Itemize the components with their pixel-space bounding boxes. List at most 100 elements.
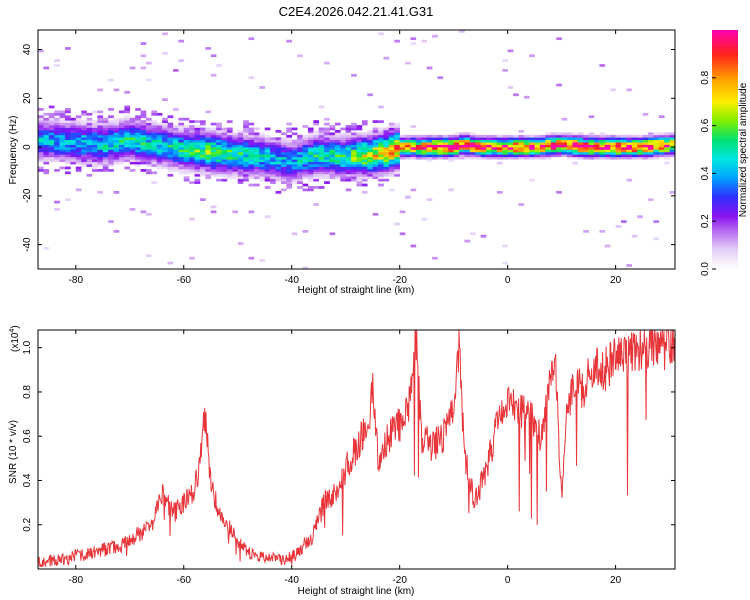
spectrogram-cell [70, 147, 77, 150]
spectrogram-cell [496, 151, 503, 155]
spectrogram-cell [426, 137, 433, 141]
spectrogram-cell [345, 151, 352, 155]
spectrogram-cell [329, 161, 336, 165]
spectrogram-cell [577, 156, 584, 160]
colorbar-gradient [712, 30, 738, 269]
spectrogram-cell [253, 161, 260, 165]
spectrogram-cell [167, 173, 174, 177]
spectrogram-cell [270, 154, 276, 158]
spectrogram-cell [405, 156, 411, 160]
spectrogram-cell [280, 132, 287, 136]
spectrogram-cell [388, 188, 395, 192]
spectrogram-cell [264, 156, 271, 160]
spectrogram-cell [648, 139, 654, 143]
spectrogram-cell [340, 164, 347, 167]
spectrogram-cell [162, 149, 168, 153]
spectrogram-cell [183, 147, 190, 150]
snr-frame [37, 329, 676, 570]
spectrogram-cell [410, 134, 417, 138]
spectrogram-cell [637, 151, 643, 155]
spectrogram-cell [313, 178, 320, 182]
spectrogram-cell [237, 132, 244, 136]
spectrogram-cell [307, 173, 314, 177]
spectrogram-cell [372, 127, 379, 131]
spectrogram-cell [97, 120, 104, 123]
spectrogram-cell [507, 134, 514, 138]
spectrogram-cell [70, 154, 77, 158]
spectrogram-cell [118, 129, 125, 133]
spectrogram-cell [38, 129, 44, 133]
spectrogram-cell [194, 161, 201, 165]
spectrogram-cell [43, 169, 50, 172]
spectrogram-cell [291, 154, 298, 158]
spectrogram-cell [297, 151, 303, 155]
snr-panel: -80 -60 -40 -20 0 20 0.20.40.60.81.0 Height o… [8, 325, 676, 597]
spectrogram-cell [232, 142, 239, 145]
spectrogram-cell [270, 139, 276, 143]
spectrogram-cell [113, 190, 120, 194]
spectrogram-cell [642, 142, 649, 145]
spectrogram-cell [64, 198, 71, 202]
spectrogram-cell [367, 173, 373, 177]
spectrogram-cell [113, 88, 120, 92]
spectrogram-cell [550, 139, 557, 143]
spectrogram-cell [426, 159, 433, 162]
spectrogram-cell [64, 127, 71, 131]
spectrogram-cell [637, 139, 643, 143]
spectrogram-cell [167, 115, 174, 119]
spectrogram-cell [334, 154, 341, 158]
spectrogram-cell [480, 154, 487, 158]
spectrogram-cell [178, 166, 185, 170]
spectrogram-cell [453, 154, 460, 158]
spectrogram-cell [248, 127, 255, 131]
spectrogram-cell [658, 142, 665, 145]
spectrogram-cell [459, 132, 465, 136]
spectrogram-cell [151, 110, 158, 114]
spectrogram-cell [302, 125, 309, 128]
spectrogram-cell [75, 134, 82, 138]
spectrogram-cell [140, 54, 147, 58]
spectrogram-cell [610, 149, 616, 153]
spectrogram-cell [54, 110, 60, 114]
spectrogram-cell [48, 139, 55, 143]
spectrogram-cell [637, 149, 643, 153]
spectrogram-cell [178, 39, 185, 43]
spectrogram-cell [237, 151, 244, 155]
spectrogram-cell [507, 137, 514, 141]
spectrogram-cell [248, 129, 255, 133]
spectrogram-cell [394, 122, 400, 126]
spectrogram-cell [669, 139, 675, 143]
spectrogram-cell [140, 159, 147, 162]
spectrogram-cell [291, 176, 298, 180]
spectrogram-cell [226, 137, 233, 141]
spectrogram-cell [291, 232, 298, 236]
spectrogram-cell [199, 122, 206, 126]
spectrogram-cell [318, 154, 325, 158]
spectrogram-cell [102, 159, 109, 162]
colorbar-tick-label: 0.4 [700, 166, 711, 180]
spectrogram-cell [199, 159, 206, 162]
spectrogram-cell [167, 134, 174, 138]
spectrogram-cell [658, 151, 665, 155]
spectrogram-cell [437, 142, 444, 145]
spectrogram-cell [162, 151, 168, 155]
spectrogram-cell [167, 149, 174, 153]
spectrogram-cell [626, 139, 633, 143]
spectrogram-cell [383, 173, 390, 177]
snr-series-line [38, 330, 675, 568]
spectrogram-cell [221, 134, 228, 138]
spectrogram-cell [135, 144, 141, 148]
spectrogram-cell [502, 139, 508, 143]
spectrogram-cell [648, 156, 654, 160]
spectrogram-cell [329, 125, 336, 128]
spectrogram-cell [70, 125, 77, 128]
spectrogram-cell [318, 156, 325, 160]
spectrogram-cell [151, 142, 158, 145]
spectrogram-cell [356, 169, 363, 172]
spectrogram-cell [410, 156, 417, 160]
spectrogram-cell [135, 142, 141, 145]
spectrogram-cell [151, 132, 158, 136]
spectrogram-cell [540, 154, 546, 158]
spectrogram-cell [361, 190, 368, 194]
x-tick-label: -40 [284, 275, 299, 286]
